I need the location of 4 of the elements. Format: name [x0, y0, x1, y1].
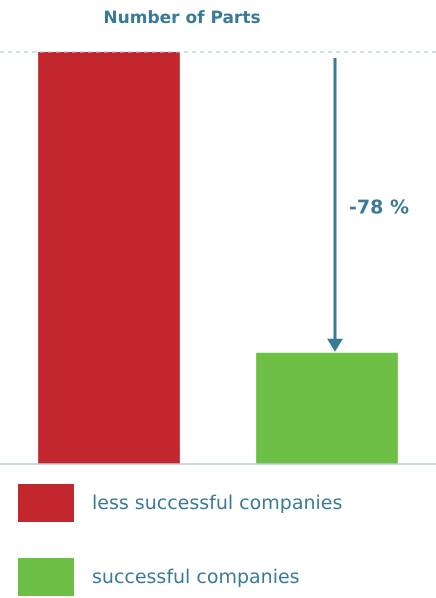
legend-label: less successful companies [92, 492, 342, 514]
chart-title: Number of Parts [102, 8, 262, 28]
legend-label: successful companies [92, 566, 300, 588]
annotation: -78 % [349, 196, 409, 218]
